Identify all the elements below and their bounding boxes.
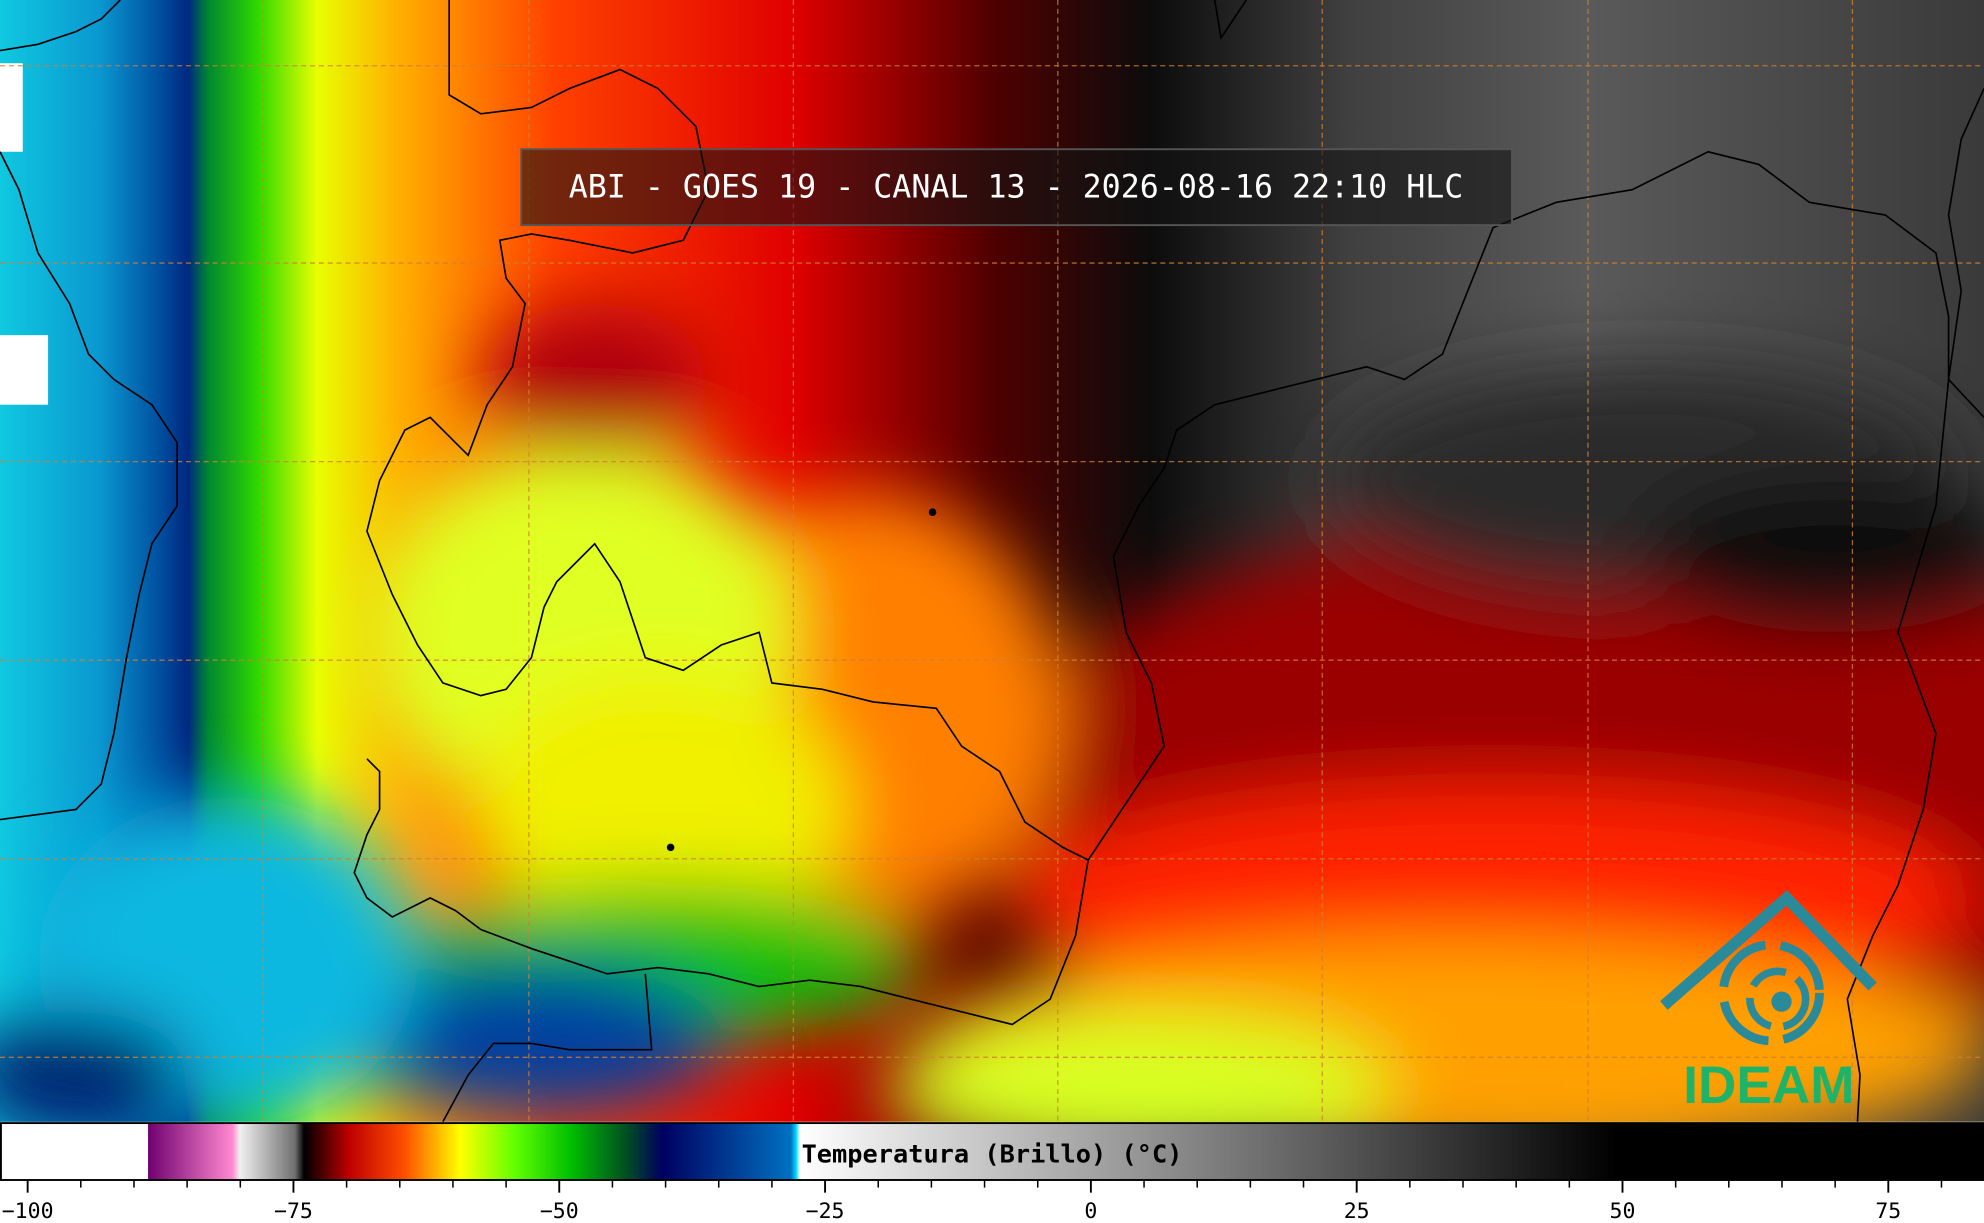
tick-label: −100 [2, 1199, 54, 1223]
tick-label: −50 [540, 1199, 579, 1223]
tick-label: 0 [1084, 1199, 1097, 1223]
title-box: ABI - GOES 19 - CANAL 13 - 2026-08-16 22… [520, 148, 1513, 227]
borders [0, 0, 1984, 1122]
tick-label: 50 [1610, 1199, 1636, 1223]
logo-text: IDEAM [1683, 1056, 1854, 1115]
colorbar-label: Temperatura (Brillo) (°C) [802, 1139, 1183, 1168]
title: ABI - GOES 19 - CANAL 13 - 2026-08-16 22… [569, 169, 1464, 205]
tick-label: −25 [806, 1199, 845, 1223]
tick-label: 75 [1875, 1199, 1901, 1223]
colorbar: Temperatura (Brillo) (°C) −100 −75 −50 −25 0… [0, 1122, 1984, 1223]
tick-label: 25 [1344, 1199, 1370, 1223]
logo: IDEAM [1660, 890, 1877, 1115]
tick-label: −75 [274, 1199, 313, 1223]
